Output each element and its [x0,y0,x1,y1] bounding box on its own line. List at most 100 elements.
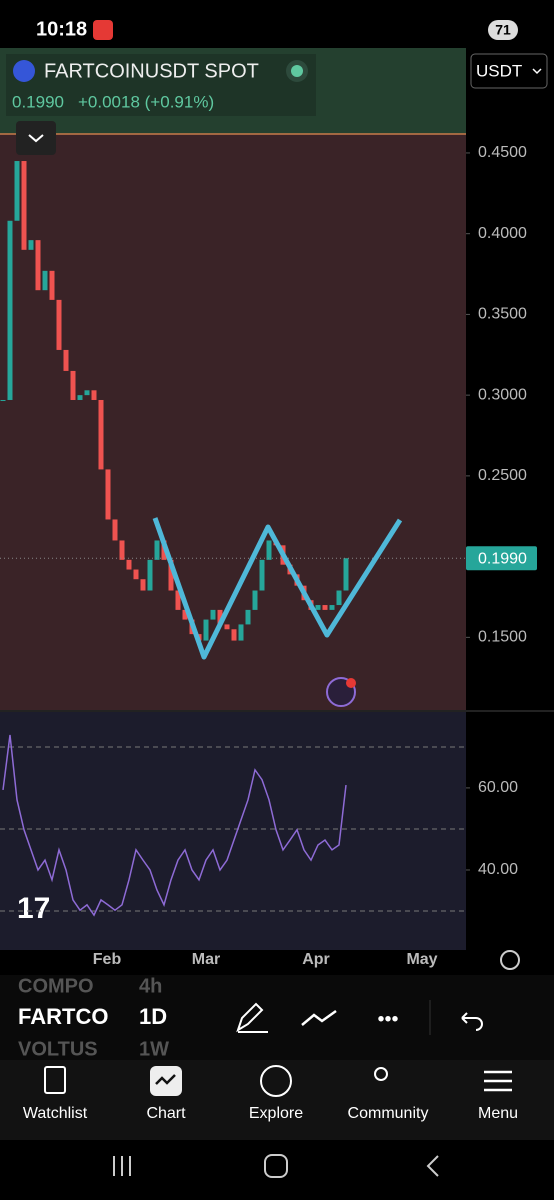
status-dot [291,65,303,77]
candle [70,370,76,400]
watchlist-symbol: COMPO [18,975,94,997]
candle [84,390,90,396]
y-tick-label: 40.00 [478,861,518,878]
candle [154,540,160,560]
header-bg [6,54,316,116]
symbol: FARTCOINUSDT SPOT [44,60,259,82]
explore-icon[interactable] [260,1065,292,1097]
candle [7,220,13,400]
sys-recents[interactable] [113,1156,131,1176]
candle [259,559,265,591]
candle [63,349,69,371]
candle [238,624,244,641]
candle [231,629,237,641]
nav-label[interactable]: Explore [249,1105,303,1122]
candle [224,624,230,630]
last-price-label: 0.1990 [478,550,527,567]
x-tick-label: Apr [302,951,330,968]
candle [182,609,188,620]
candle [336,590,342,606]
watchlist-interval: 1W [139,1038,169,1060]
red-zone [0,134,466,710]
community-icon[interactable] [374,1067,388,1081]
drawing-w-pattern [152,517,403,660]
candle [140,579,146,591]
undo-icon[interactable] [461,1012,483,1031]
change: +0.0018 (+0.91%) [78,92,214,111]
candle [35,240,41,291]
watchlist-icon[interactable] [44,1066,66,1094]
candle [91,390,97,400]
y-tick-label: 0.3000 [478,386,527,403]
app-icon [93,20,113,40]
candle [14,161,20,221]
rsi-panel [0,712,466,950]
pen-icon[interactable] [236,1002,268,1033]
candle [322,605,328,610]
collapse-button[interactable] [16,121,56,155]
chevron-down [28,134,44,143]
y-tick-label: 0.3500 [478,306,527,323]
nav-label[interactable]: Menu [478,1105,518,1122]
tv-logo: 17 [17,892,50,925]
nav-label[interactable]: Chart [146,1105,186,1122]
candle [42,270,48,291]
currency: USDT [476,61,522,80]
bottom-nav [0,1060,554,1140]
candle [21,161,27,250]
candle [252,590,258,610]
watchlist-interval: 1D [139,1004,167,1029]
more-icon[interactable]: ••• [377,1008,398,1030]
watchlist-symbol: FARTCO [18,1004,108,1029]
candle [49,270,55,300]
candle [210,609,216,620]
clock: 10:18 [36,18,87,40]
candle [112,519,118,541]
nav-label[interactable]: Community [348,1105,429,1122]
y-tick-label: 0.1500 [478,629,527,646]
candle [329,605,335,610]
sys-home[interactable] [264,1154,288,1178]
chevron [532,68,542,75]
candle [203,619,209,641]
battery [488,20,518,40]
battery-level: 71 [495,22,511,38]
nav-label[interactable]: Watchlist [23,1105,88,1122]
candle [147,559,153,591]
watchlist-symbol: VOLTUS [18,1038,98,1060]
candle [119,540,125,560]
menu-icon[interactable] [484,1070,512,1092]
y-tick-label: 60.00 [478,779,518,796]
alert-badge [346,678,356,688]
candle [0,399,6,401]
x-tick-label: Feb [93,951,122,968]
trend-icon[interactable] [301,1009,337,1026]
candle [77,395,83,400]
candle [28,240,34,250]
currency-select[interactable] [470,53,548,89]
candle [105,469,111,520]
settings-icon[interactable] [500,950,520,970]
chart-glyph [155,1074,176,1085]
candle [98,399,104,470]
last-price-tag [466,546,537,571]
rsi-line [2,734,347,917]
candle [315,605,321,610]
x-tick-label: May [406,951,437,968]
candle [217,609,223,625]
candle [133,569,139,580]
y-tick-label: 0.2500 [478,467,527,484]
coin-icon [13,60,35,82]
candle [56,299,62,350]
candle [168,559,174,591]
watchlist-interval: 4h [139,975,162,997]
price: 0.1990 [12,92,64,111]
y-tick-label: 0.4500 [478,144,527,161]
sys-back[interactable] [426,1155,439,1177]
candle [126,559,132,570]
candle [343,558,349,591]
x-tick-label: Mar [192,951,220,968]
y-tick-label: 0.4000 [478,225,527,242]
